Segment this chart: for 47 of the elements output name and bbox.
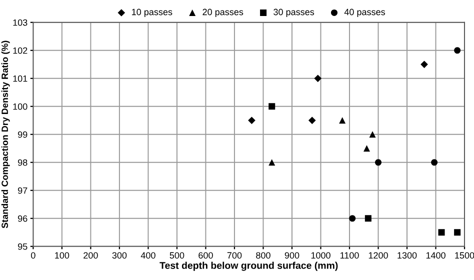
legend-label: 40 passes — [344, 8, 385, 17]
point — [308, 116, 316, 124]
point — [314, 74, 322, 82]
point — [374, 159, 382, 166]
x-tick-label: 900 — [284, 252, 300, 259]
point — [369, 131, 376, 138]
legend-label: 30 passes — [274, 8, 314, 17]
x-tick-label: 1200 — [368, 252, 388, 259]
point — [363, 145, 370, 152]
x-tick-label: 500 — [170, 252, 184, 259]
x-tick-label: 200 — [84, 252, 98, 259]
y-tick-label: 98 — [18, 159, 28, 166]
x-tick-label: 300 — [112, 252, 127, 259]
y-tick-label: 96 — [18, 215, 28, 222]
y-tick-label: 97 — [18, 187, 28, 194]
y-tick-label: 101 — [13, 75, 28, 82]
y-tick-label: 100 — [13, 103, 28, 110]
point — [268, 159, 276, 166]
y-axis-title: Standard Compaction Dry Density Ratio (%) — [1, 40, 10, 228]
x-tick-label: 1300 — [398, 252, 417, 259]
point — [438, 229, 445, 236]
x-tick-label: 0 — [31, 252, 36, 259]
point — [364, 215, 372, 222]
y-tick-label: 102 — [13, 47, 28, 54]
y-tick-label: 99 — [18, 131, 28, 138]
x-axis-title: Test depth below ground surface (mm) — [160, 262, 338, 271]
y-tick-label: 95 — [18, 243, 28, 250]
point — [339, 117, 346, 124]
y-tick-label: 103 — [13, 19, 28, 26]
x-tick-label: 800 — [256, 252, 270, 259]
point — [268, 103, 276, 110]
point — [454, 229, 461, 236]
x-tick-label: 1400 — [426, 252, 446, 259]
point — [420, 60, 428, 68]
point — [248, 116, 256, 124]
x-tick-label: 700 — [227, 252, 242, 259]
point — [431, 159, 438, 166]
point — [454, 47, 461, 54]
point — [349, 215, 356, 222]
x-tick-label: 600 — [198, 252, 213, 259]
x-tick-label: 1000 — [311, 252, 330, 259]
x-tick-label: 400 — [140, 252, 156, 259]
legend-label: 20 passes — [202, 8, 244, 17]
x-tick-label: 1100 — [340, 252, 359, 259]
x-tick-label: 1500 — [455, 252, 474, 259]
x-tick-label: 100 — [55, 252, 70, 259]
legend-label: 10 passes — [132, 8, 172, 17]
